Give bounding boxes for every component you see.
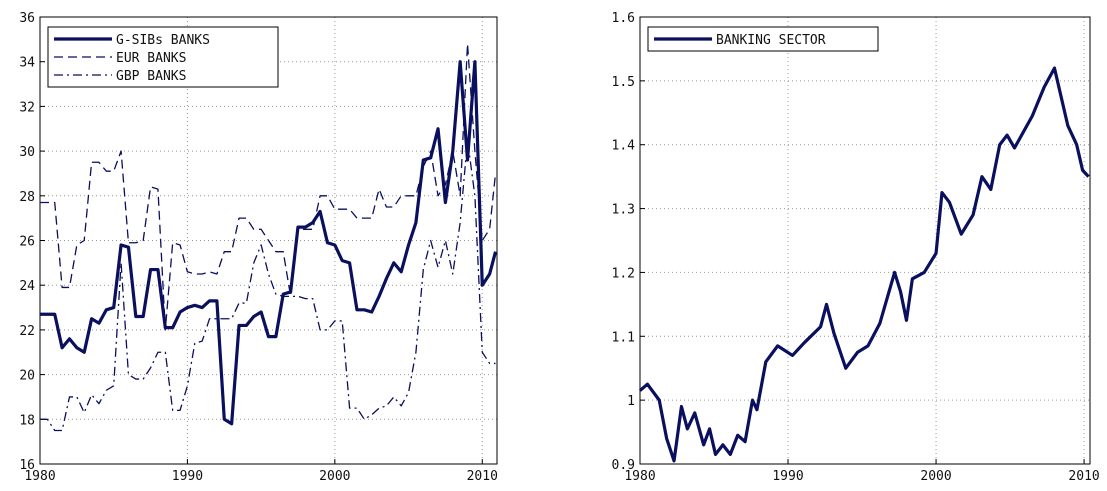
- x-tick-label: 2000: [319, 469, 350, 484]
- y-tick-label: 24: [19, 279, 35, 294]
- x-tick-label: 2010: [467, 469, 498, 484]
- y-tick-label: 26: [19, 235, 35, 250]
- y-tick-label: 1.2: [612, 266, 635, 281]
- data-line: [40, 43, 497, 331]
- x-tick-label: 2010: [1068, 469, 1099, 484]
- plot-frame: [639, 16, 1091, 465]
- y-tick-label: 34: [19, 56, 35, 71]
- y-tick-label: 22: [19, 324, 35, 339]
- y-tick-label: 1.3: [612, 203, 635, 218]
- y-tick-label: 1.1: [612, 330, 635, 345]
- y-tick-label: 1.4: [612, 139, 636, 154]
- x-tick-label: 1990: [772, 469, 803, 484]
- y-tick-label: 16: [19, 458, 35, 473]
- y-tick-label: 32: [19, 100, 35, 115]
- y-tick-label: 18: [19, 413, 35, 428]
- y-tick-label: 28: [19, 190, 35, 205]
- legend-label: BANKING SECTOR: [716, 33, 826, 48]
- data-line: [638, 66, 1090, 463]
- x-tick-label: 1990: [172, 469, 203, 484]
- y-tick-label: 1.5: [612, 75, 635, 90]
- x-tick-label: 1980: [24, 469, 55, 484]
- y-tick-label: 1.6: [612, 11, 635, 26]
- legend-label: GBP BANKS: [116, 69, 186, 84]
- y-tick-label: 36: [19, 11, 35, 26]
- x-tick-label: 2000: [920, 469, 951, 484]
- legend-label: EUR BANKS: [116, 51, 186, 66]
- x-tick-label: 1980: [624, 469, 655, 484]
- y-tick-label: 20: [19, 369, 35, 384]
- data-line: [40, 60, 498, 426]
- legend-label: G-SIBs BANKS: [116, 33, 210, 48]
- plot-frame: [39, 16, 498, 465]
- y-tick-label: 30: [19, 145, 35, 160]
- y-tick-label: 0.9: [612, 458, 635, 473]
- y-tick-label: 1: [627, 394, 635, 409]
